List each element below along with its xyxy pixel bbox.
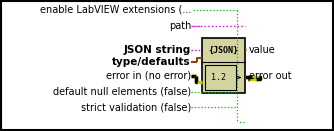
Text: type/defaults: type/defaults (112, 57, 191, 67)
Text: value: value (249, 45, 276, 55)
Text: default null elements (false): default null elements (false) (53, 87, 191, 97)
Text: enable LabVIEW extensions (...: enable LabVIEW extensions (... (40, 5, 191, 15)
Text: JSON string: JSON string (124, 45, 191, 55)
Text: error out: error out (249, 71, 292, 81)
Bar (202, 38, 245, 93)
Text: 1.2: 1.2 (211, 73, 226, 82)
Text: path: path (169, 21, 191, 31)
Text: strict validation (false): strict validation (false) (81, 102, 191, 112)
Text: error in (no error): error in (no error) (106, 71, 191, 81)
Text: {JSON}: {JSON} (208, 45, 238, 54)
Bar (205, 65, 236, 90)
